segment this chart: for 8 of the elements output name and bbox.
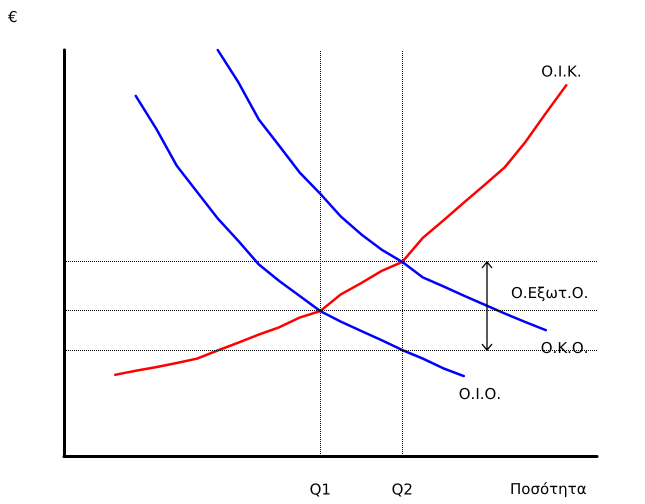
series-label: Ο.Ι.Ο. [458, 385, 502, 404]
series-label: Ο.Κ.Ο. [540, 339, 589, 358]
series-label: Ο.Ι.Κ. [541, 62, 582, 80]
annotation: Ο.Εξωτ.Ο. [511, 284, 588, 302]
x-axis-title: Ποσότητα [510, 480, 587, 498]
x-tick-label: Q1 [310, 480, 331, 498]
y-axis-title: € [8, 8, 18, 26]
x-tick-label: Q2 [392, 480, 413, 498]
